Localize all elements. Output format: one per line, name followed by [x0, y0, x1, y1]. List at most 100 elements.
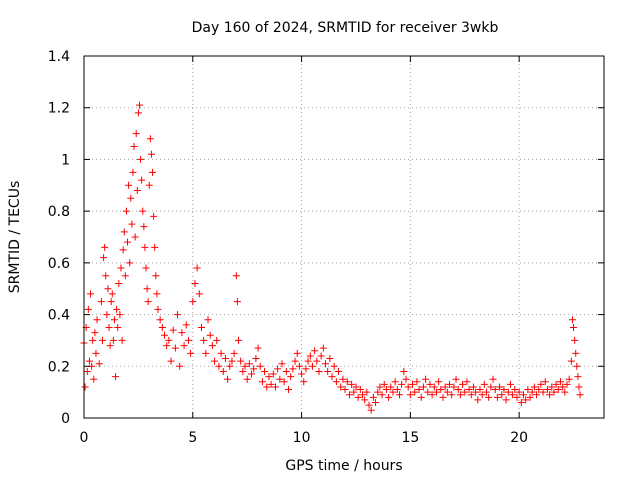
data-point — [313, 357, 321, 365]
data-point — [116, 311, 124, 319]
data-point — [121, 272, 129, 280]
data-point — [226, 362, 234, 370]
data-point — [574, 373, 582, 381]
data-point — [243, 375, 251, 383]
data-point — [167, 357, 175, 365]
data-point — [258, 378, 266, 386]
data-point — [358, 391, 366, 399]
data-point — [489, 375, 497, 383]
data-point — [376, 383, 384, 391]
data-point — [215, 362, 223, 370]
data-point — [256, 362, 264, 370]
data-point — [254, 344, 262, 352]
data-point — [93, 316, 101, 324]
data-point — [441, 383, 449, 391]
data-point — [374, 388, 382, 396]
data-point — [193, 264, 201, 272]
data-point — [469, 383, 477, 391]
data-point — [89, 336, 97, 344]
data-point — [150, 212, 158, 220]
data-point — [345, 391, 353, 399]
data-point — [109, 336, 117, 344]
data-point — [341, 386, 349, 394]
data-point — [139, 207, 147, 215]
data-point — [561, 388, 569, 396]
data-point — [450, 383, 458, 391]
data-point — [84, 305, 92, 313]
data-point — [530, 383, 538, 391]
data-point — [135, 101, 143, 109]
data-point — [393, 386, 401, 394]
data-point — [411, 388, 419, 396]
plot-frame — [83, 55, 605, 419]
x-axis-label: GPS time / hours — [285, 458, 402, 474]
data-point — [402, 375, 410, 383]
data-point — [474, 396, 482, 404]
data-point — [98, 336, 106, 344]
data-point — [143, 285, 151, 293]
data-point — [311, 347, 319, 355]
data-point — [287, 373, 295, 381]
data-point — [459, 380, 467, 388]
data-point — [478, 391, 486, 399]
data-point — [304, 357, 312, 365]
data-point — [378, 391, 386, 399]
data-point — [107, 298, 115, 306]
data-point — [526, 393, 534, 401]
data-points — [80, 101, 584, 414]
data-point — [131, 233, 139, 241]
data-point — [563, 380, 571, 388]
data-point — [126, 259, 134, 267]
data-point — [234, 336, 242, 344]
data-point — [248, 370, 256, 378]
data-point — [291, 357, 299, 365]
y-axis-label: SRMTID / TECUs — [7, 181, 23, 294]
data-point — [129, 168, 137, 176]
data-point — [498, 391, 506, 399]
data-point — [217, 349, 225, 357]
data-point — [158, 324, 166, 331]
data-point — [137, 155, 145, 163]
data-point — [178, 329, 186, 337]
data-point — [113, 305, 121, 313]
data-point — [506, 380, 514, 388]
data-point — [161, 331, 169, 339]
data-point — [295, 362, 303, 370]
data-point — [95, 360, 103, 368]
data-point — [461, 388, 469, 396]
data-point — [552, 380, 560, 388]
data-point — [500, 386, 508, 394]
x-tick-label: 0 — [80, 430, 89, 446]
data-point — [570, 324, 578, 331]
data-point — [146, 135, 154, 143]
data-point — [539, 388, 547, 396]
data-point — [241, 362, 249, 370]
data-point — [406, 391, 414, 399]
data-point — [354, 393, 362, 401]
data-point — [339, 375, 347, 383]
data-point — [454, 386, 462, 394]
data-point — [389, 388, 397, 396]
y-tick-label: 0.6 — [48, 256, 70, 272]
data-point — [337, 383, 345, 391]
data-point — [228, 357, 236, 365]
chart-title: Day 160 of 2024, SRMTID for receiver 3wk… — [192, 20, 499, 36]
data-point — [132, 130, 140, 138]
data-point — [128, 220, 136, 228]
data-point — [197, 324, 205, 331]
x-tick-label: 20 — [510, 430, 528, 446]
data-point — [480, 380, 488, 388]
data-point — [108, 290, 116, 298]
data-point — [365, 401, 373, 409]
data-point — [513, 393, 521, 401]
data-point — [250, 365, 258, 373]
data-point — [528, 388, 536, 396]
data-point — [202, 349, 210, 357]
data-point — [324, 367, 332, 375]
data-point — [298, 370, 306, 378]
data-point — [487, 383, 495, 391]
data-point — [302, 365, 310, 373]
data-point — [409, 380, 417, 388]
data-point — [106, 342, 114, 350]
data-point — [413, 378, 421, 386]
